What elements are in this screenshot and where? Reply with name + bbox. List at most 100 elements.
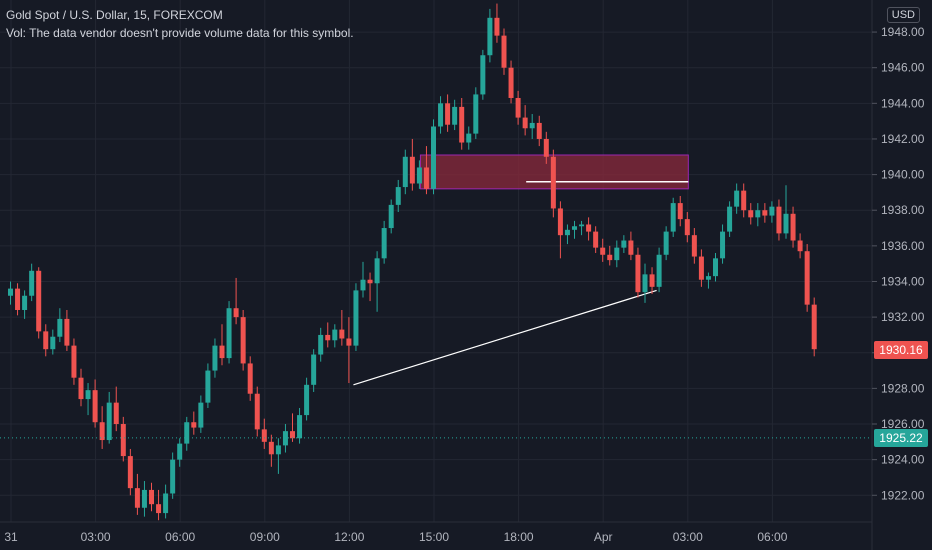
candle-body [261,429,267,442]
candle-body [71,345,77,378]
candle-body [522,117,528,129]
candle-body [120,424,126,457]
candle-body [22,295,28,310]
candle [438,96,444,134]
candle [607,245,613,266]
candle-body [684,219,690,236]
candle [163,484,169,519]
candle-body [452,106,458,125]
candle-body [381,228,387,259]
candle [191,411,197,435]
candle-body [247,363,253,394]
candle [374,251,380,312]
candle-body [339,329,345,339]
candle-body [106,402,112,441]
candle-body [318,334,324,355]
candle-body [649,274,655,287]
candle-body [734,190,740,207]
candle [769,201,775,223]
candle [480,49,486,100]
candle-body [466,133,472,143]
candle-body [677,203,683,220]
candle-body [268,441,274,455]
crosshair-price-label: 1925.22 [874,428,928,447]
candle-body [431,126,436,189]
price-tick-label: 1928.00 [881,381,925,395]
candle [311,349,317,392]
candle-body [621,240,627,248]
candle-body [85,390,91,400]
candle [339,309,345,346]
candle-body [635,254,641,293]
price-tick-label: 1924.00 [881,453,925,467]
candle-body [423,167,429,189]
candle-body [748,210,754,218]
candle [642,263,648,303]
candle-body [438,103,444,127]
candle-body [720,231,726,259]
candle [529,114,535,139]
candle [8,281,13,305]
chart-grid [0,0,872,522]
candle-body [494,17,500,36]
candle [198,395,204,433]
candle [649,267,655,294]
candle-body [691,235,697,257]
candle [431,119,436,195]
candle [466,126,472,150]
candle-body [614,247,620,261]
candle [494,3,500,43]
candle [120,416,126,462]
price-tick-label: 1940.00 [881,168,925,182]
candle [727,201,733,237]
candle [247,356,253,401]
candle [734,183,740,214]
candle-body [459,106,465,143]
candle [226,301,232,364]
candle [459,97,465,150]
candle [720,224,726,264]
candle-body [473,94,479,134]
candle [635,247,641,298]
candle-body [177,443,183,460]
candle [557,201,563,259]
price-tick-label: 1942.00 [881,132,925,146]
candle [360,261,366,298]
candle-body [64,318,70,346]
candle-body [713,258,718,277]
candle [536,115,542,147]
candle-body [346,338,352,346]
candle [508,60,514,104]
candle-body [29,270,35,296]
price-tick-label: 1946.00 [881,61,925,75]
candle [713,252,718,282]
candle [92,379,98,428]
price-tick-label: 1936.00 [881,239,925,253]
candle [804,244,810,312]
candle [755,203,761,227]
candle-body [184,422,190,444]
candle [670,197,676,237]
candle-body [233,308,239,318]
currency-button[interactable]: USD [886,7,920,23]
time-tick-label: 03:00 [673,530,703,544]
candle [388,199,394,234]
candle [127,448,133,496]
candle [268,434,274,467]
candle-body [529,122,535,129]
candle-body [642,274,648,293]
candle-body [374,258,380,284]
candle-body [607,254,613,261]
candle [170,452,176,499]
candle [290,413,295,442]
symbol-title[interactable]: Gold Spot / U.S. Dollar, 15, FOREXCOM [6,8,223,22]
candle [212,338,218,378]
candle [381,220,387,264]
candle-body [332,329,338,341]
candle [304,377,310,421]
candle-body [741,190,747,211]
candle-body [99,422,105,441]
candle-body [297,415,303,439]
candle [684,212,690,243]
